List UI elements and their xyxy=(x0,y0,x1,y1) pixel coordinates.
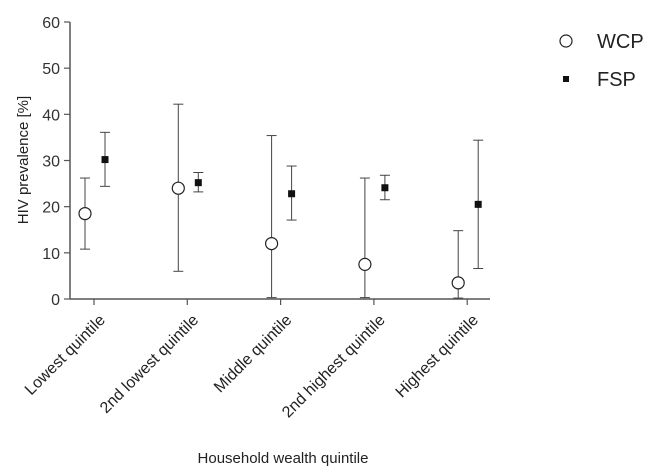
x-category-label: Lowest quintile xyxy=(22,312,109,399)
y-tick-label: 10 xyxy=(42,246,60,263)
data-point xyxy=(78,206,92,221)
data-point xyxy=(358,257,372,271)
series-wcp xyxy=(78,103,465,299)
data-point xyxy=(265,237,279,251)
x-axis-title: Household wealth quintile xyxy=(198,450,369,466)
y-tick-label: 30 xyxy=(42,154,60,171)
y-tick-label: 0 xyxy=(51,292,60,309)
legend: WCP FSP xyxy=(559,31,644,91)
y-axis-title: HIV prevalence [%] xyxy=(15,96,32,224)
data-point xyxy=(381,184,389,192)
legend-wcp-marker-icon xyxy=(559,34,573,48)
y-tick-label: 20 xyxy=(42,200,60,217)
legend-fsp-label: FSP xyxy=(597,69,636,91)
data-point xyxy=(171,181,185,195)
data-point xyxy=(194,179,202,187)
y-tick-label: 50 xyxy=(42,61,60,78)
x-category-label: 2nd highest quintile xyxy=(279,312,389,422)
series-fsp xyxy=(100,131,484,270)
legend-fsp-marker-icon xyxy=(563,76,569,82)
y-tick-label: 60 xyxy=(42,15,60,32)
data-point xyxy=(288,190,296,198)
legend-wcp-label: WCP xyxy=(597,31,644,53)
data-point xyxy=(451,276,465,290)
plot-marks xyxy=(78,103,484,299)
x-category-label: Middle quintile xyxy=(211,312,295,396)
y-axis-ticks: 0 10 20 30 40 50 60 xyxy=(42,15,70,309)
x-category-label: Highest quintile xyxy=(393,312,482,401)
y-tick-label: 40 xyxy=(42,107,60,124)
data-point xyxy=(474,200,482,208)
x-category-label: 2nd lowest quintile xyxy=(97,312,202,417)
data-point xyxy=(101,156,109,164)
